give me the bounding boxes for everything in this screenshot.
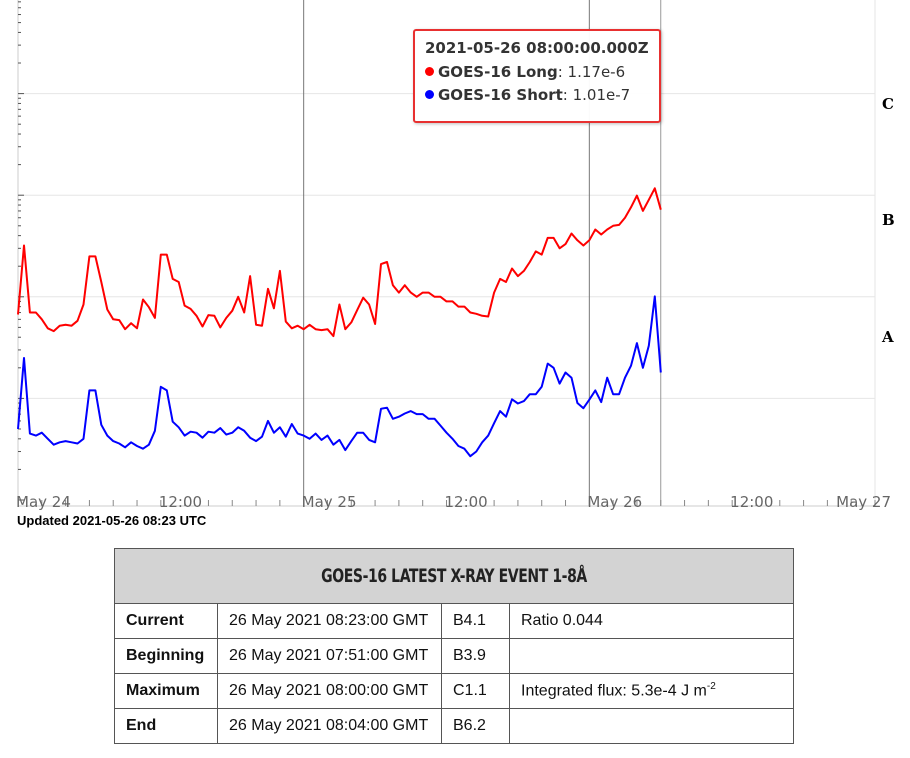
updated-timestamp: Updated 2021-05-26 08:23 UTC xyxy=(17,513,207,528)
table-header-row: GOES-16 LATEST X-RAY EVENT 1-8Å xyxy=(114,548,794,604)
row-label-current: Current xyxy=(114,603,218,639)
table-row: Maximum 26 May 2021 08:00:00 GMT C1.1 In… xyxy=(114,673,794,709)
series-layer xyxy=(17,187,662,458)
long-series-dot-icon xyxy=(425,67,434,76)
flux-unit-exponent: -2 xyxy=(706,681,716,693)
table-row: End 26 May 2021 08:04:00 GMT B6.2 xyxy=(114,708,794,744)
tooltip-row-long: GOES-16 Long: 1.17e-6 xyxy=(425,63,649,81)
row-note: Integrated flux: 5.3e-4 J m-2 xyxy=(509,673,794,709)
tooltip-long-value: 1.17e-6 xyxy=(567,63,626,81)
row-time: 26 May 2021 08:00:00 GMT xyxy=(217,673,442,709)
chart-tooltip: 2021-05-26 08:00:00.000Z GOES-16 Long: 1… xyxy=(413,29,661,123)
series-line-short xyxy=(17,295,662,458)
x-tick-label: May 25 xyxy=(302,493,357,511)
xray-event-table: GOES-16 LATEST X-RAY EVENT 1-8Å Current … xyxy=(114,548,794,744)
row-time: 26 May 2021 07:51:00 GMT xyxy=(217,638,442,674)
row-class: B3.9 xyxy=(441,638,510,674)
row-note xyxy=(509,708,794,744)
short-series-dot-icon xyxy=(425,90,434,99)
row-label-maximum: Maximum xyxy=(114,673,218,709)
tooltip-time: 2021-05-26 08:00:00.000Z xyxy=(425,39,649,57)
tooltip-short-name: GOES-16 Short xyxy=(438,86,563,104)
x-tick-label: 12:00 xyxy=(445,493,488,511)
table-title: GOES-16 LATEST X-RAY EVENT 1-8Å xyxy=(114,548,794,604)
tooltip-long-name: GOES-16 Long xyxy=(438,63,558,81)
row-class: B4.1 xyxy=(441,603,510,639)
integrated-flux-text: Integrated flux: 5.3e-4 J m xyxy=(521,682,707,700)
x-tick-label: 12:00 xyxy=(730,493,773,511)
row-time: 26 May 2021 08:23:00 GMT xyxy=(217,603,442,639)
table-row: Beginning 26 May 2021 07:51:00 GMT B3.9 xyxy=(114,638,794,674)
series-line-long xyxy=(17,187,662,338)
x-axis: May 24 12:00 May 25 12:00 May 26 12:00 May 27 xyxy=(16,493,891,511)
tooltip-row-short: GOES-16 Short: 1.01e-7 xyxy=(425,86,649,104)
row-time: 26 May 2021 08:04:00 GMT xyxy=(217,708,442,744)
x-tick-label: May 27 xyxy=(836,493,891,511)
row-class: B6.2 xyxy=(441,708,510,744)
band-labels: C B A xyxy=(881,95,895,346)
row-note xyxy=(509,638,794,674)
x-tick-label: May 24 xyxy=(16,493,71,511)
xray-flux-chart: May 24 12:00 May 25 12:00 May 26 12:00 May 27 … xyxy=(16,0,895,511)
x-tick-label: 12:00 xyxy=(159,493,202,511)
x-tick-label: May 26 xyxy=(587,493,642,511)
band-label-a: A xyxy=(881,328,894,346)
tooltip-short-value: 1.01e-7 xyxy=(572,86,631,104)
band-label-b: B xyxy=(882,211,895,229)
row-note: Ratio 0.044 xyxy=(509,603,794,639)
row-class: C1.1 xyxy=(441,673,510,709)
row-label-end: End xyxy=(114,708,218,744)
row-label-beginning: Beginning xyxy=(114,638,218,674)
table-row: Current 26 May 2021 08:23:00 GMT B4.1 Ra… xyxy=(114,603,794,639)
band-label-c: C xyxy=(882,95,894,113)
